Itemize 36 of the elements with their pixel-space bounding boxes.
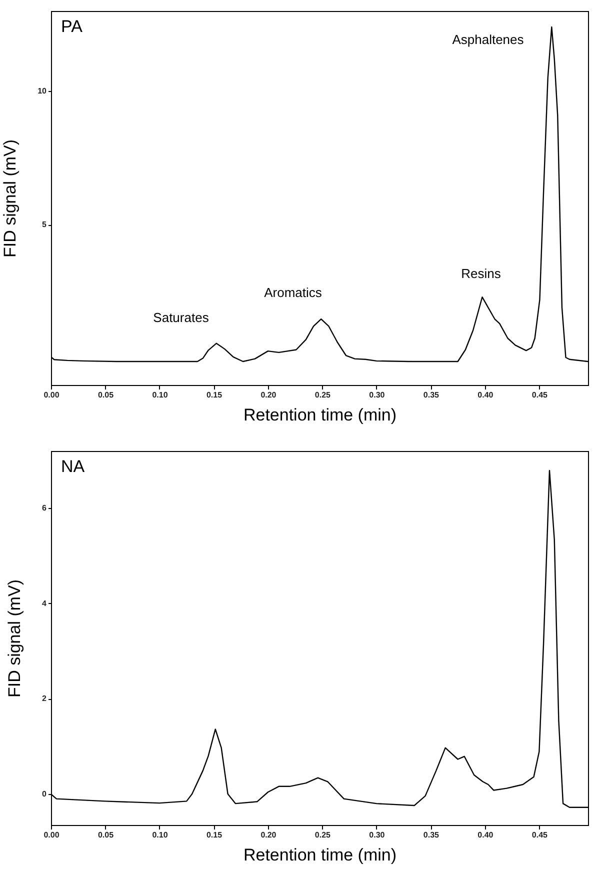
annotation: Resins xyxy=(461,266,502,281)
annotation: Saturates xyxy=(153,310,210,325)
y-tick-label: 5 xyxy=(42,220,48,230)
x-tick-label: 0.00 xyxy=(44,830,60,840)
x-tick-label: 0.20 xyxy=(260,390,277,400)
y-tick-label: 2 xyxy=(42,694,48,704)
x-tick-label: 0.10 xyxy=(152,390,168,400)
x-axis-title: Retention time (min) xyxy=(243,846,397,864)
x-tick-label: 0.40 xyxy=(478,390,494,400)
x-tick-label: 0.15 xyxy=(206,830,223,840)
x-tick-label: 0.40 xyxy=(478,830,494,840)
chart-title: NA xyxy=(61,457,86,476)
x-tick-label: 0.25 xyxy=(314,830,332,840)
y-tick-label: 6 xyxy=(42,504,48,513)
x-tick-label: 0.35 xyxy=(423,830,440,840)
annotation: Aromatics xyxy=(264,285,322,300)
y-tick-label: 4 xyxy=(42,598,48,608)
x-tick-label: 0.30 xyxy=(369,390,386,400)
annotation: Asphaltenes xyxy=(452,32,524,47)
y-axis-title: FID signal (mV) xyxy=(0,139,20,258)
x-tick-label: 0.45 xyxy=(532,390,548,400)
y-tick-label: 10 xyxy=(38,86,48,96)
x-tick-label: 0.35 xyxy=(423,390,440,400)
x-tick-label: 0.15 xyxy=(206,390,223,400)
x-tick-label: 0.05 xyxy=(98,390,114,400)
x-tick-label: 0.00 xyxy=(44,390,60,400)
x-tick-label: 0.30 xyxy=(369,830,386,840)
x-tick-label: 0.25 xyxy=(314,390,332,400)
x-tick-label: 0.05 xyxy=(98,830,114,840)
x-axis-title: Retention time (min) xyxy=(243,406,397,424)
x-tick-label: 0.10 xyxy=(152,830,168,840)
x-tick-label: 0.45 xyxy=(532,830,548,840)
y-tick-label: 0 xyxy=(42,790,48,799)
x-tick-label: 0.20 xyxy=(260,830,277,840)
y-axis-title: FID signal (mV) xyxy=(5,579,24,698)
chart-title: PA xyxy=(61,17,84,36)
